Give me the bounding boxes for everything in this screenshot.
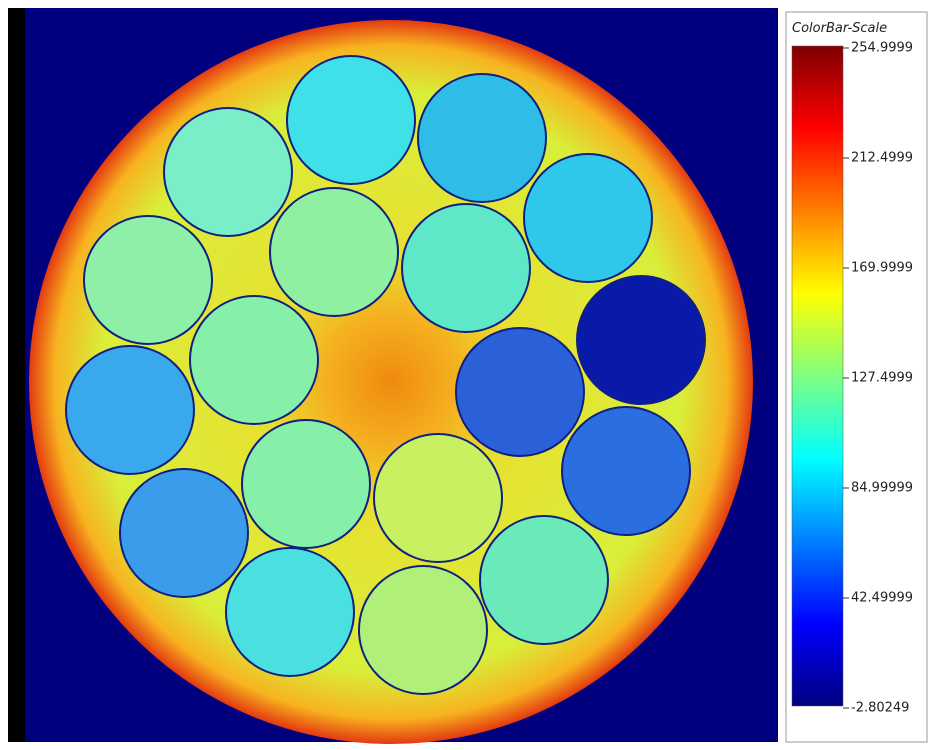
well	[561, 406, 691, 536]
well	[286, 55, 416, 185]
wells	[65, 55, 706, 695]
well	[189, 295, 319, 425]
colorbar-title: ColorBar-Scale	[792, 21, 887, 36]
well	[523, 153, 653, 283]
well	[455, 327, 585, 457]
tick-label: 212.4999	[851, 151, 913, 166]
image-border	[8, 8, 25, 742]
well	[83, 215, 213, 345]
well	[163, 107, 293, 237]
tick-label: 42.49999	[851, 591, 913, 606]
well	[269, 187, 399, 317]
colorbar-ticks: 254.9999 212.4999 169.9999 127.4999 84.99999…	[843, 41, 913, 716]
well	[65, 345, 195, 475]
well	[225, 547, 355, 677]
well	[479, 515, 609, 645]
tick-label: 127.4999	[851, 371, 913, 386]
well	[119, 468, 249, 598]
well	[401, 203, 531, 333]
tick-label: 254.9999	[851, 41, 913, 56]
tick-label: 169.9999	[851, 261, 913, 276]
well	[358, 565, 488, 695]
colorbar	[791, 45, 844, 707]
tick-label: -2.80249	[851, 701, 909, 716]
tick-label: 84.99999	[851, 481, 913, 496]
well	[241, 419, 371, 549]
well	[417, 73, 547, 203]
well	[576, 275, 706, 405]
well	[373, 433, 503, 563]
